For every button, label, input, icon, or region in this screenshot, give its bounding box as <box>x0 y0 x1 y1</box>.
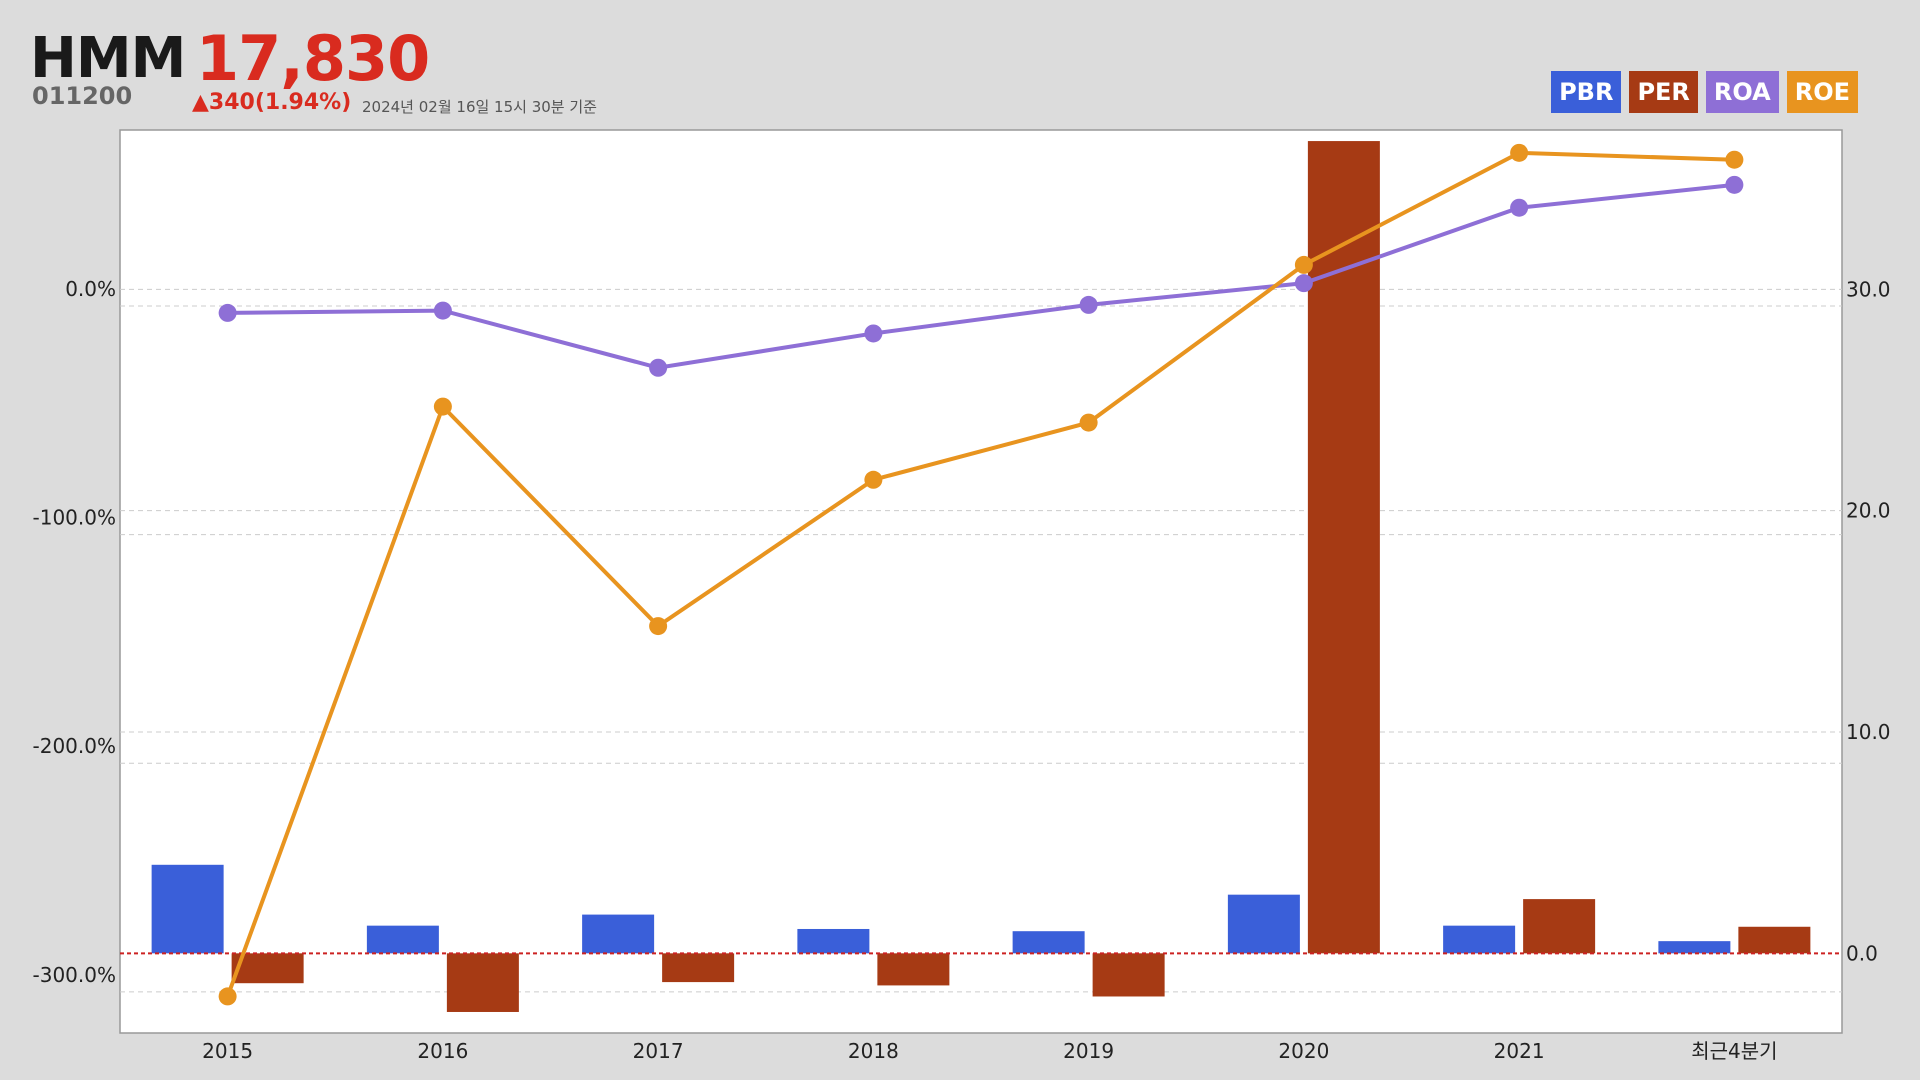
point-roa <box>1294 274 1313 293</box>
bar-per <box>1523 899 1596 954</box>
right-axis-tick: 10.0 <box>1846 720 1891 744</box>
bar-per <box>1738 926 1811 954</box>
point-roa <box>1510 198 1529 217</box>
x-axis-tick: 2020 <box>1278 1039 1329 1063</box>
point-roe <box>1079 413 1098 432</box>
company-name: HMM <box>30 26 186 91</box>
x-axis-tick: 2019 <box>1063 1039 1114 1063</box>
bar-pbr <box>1227 894 1300 954</box>
left-axis-tick: 0.0% <box>65 277 116 301</box>
stock-price: 17,830 <box>196 22 430 95</box>
legend-per[interactable]: PER <box>1629 71 1698 113</box>
legend-pbr[interactable]: PBR <box>1551 71 1622 113</box>
right-axis-tick: 30.0 <box>1846 277 1891 301</box>
point-roe <box>649 617 668 636</box>
legend: PBR PER ROA ROE <box>1551 71 1858 113</box>
bar-pbr <box>797 928 870 954</box>
bar-per <box>1092 953 1165 997</box>
point-roe <box>1294 255 1313 274</box>
point-roe <box>1725 150 1744 169</box>
legend-roe[interactable]: ROE <box>1786 71 1858 113</box>
x-axis-tick: 2017 <box>633 1039 684 1063</box>
x-axis-tick: 2015 <box>202 1039 253 1063</box>
bar-per <box>446 953 519 1012</box>
plot-area <box>119 129 1843 1034</box>
point-roa <box>433 301 452 320</box>
left-axis-tick: -200.0% <box>33 734 116 758</box>
stock-code: 011200 <box>32 82 133 110</box>
point-roa <box>864 324 883 343</box>
bar-pbr <box>1012 931 1085 954</box>
point-roa <box>1725 175 1744 194</box>
bar-pbr <box>151 864 224 954</box>
legend-roa[interactable]: ROA <box>1705 71 1779 113</box>
as-of-timestamp: 2024년 02월 16일 15시 30분 기준 <box>362 98 597 116</box>
left-axis-tick: -300.0% <box>33 963 116 987</box>
point-roe <box>433 397 452 416</box>
point-roa <box>218 303 237 322</box>
bar-per <box>877 953 950 986</box>
bar-pbr <box>582 914 655 954</box>
right-axis-tick: 20.0 <box>1846 499 1891 523</box>
x-axis-tick: 2016 <box>417 1039 468 1063</box>
x-axis-tick: 2021 <box>1494 1039 1545 1063</box>
line-roa <box>227 182 1735 370</box>
point-roe <box>1510 143 1529 162</box>
bar-pbr <box>366 925 439 954</box>
bar-per <box>1307 141 1380 954</box>
x-axis-tick: 2018 <box>848 1039 899 1063</box>
line-roe <box>225 150 1735 998</box>
bar-pbr <box>1658 941 1731 954</box>
point-roa <box>1079 295 1098 314</box>
point-roe <box>218 987 237 1006</box>
right-axis-tick: 0.0 <box>1846 941 1878 965</box>
point-roa <box>649 358 668 377</box>
x-axis-tick: 최근4분기 <box>1691 1039 1777 1063</box>
point-roe <box>864 470 883 489</box>
price-change: ▲340(1.94%) <box>192 90 352 115</box>
bar-pbr <box>1443 925 1516 954</box>
left-axis-tick: -100.0% <box>33 506 116 530</box>
bar-per <box>662 953 735 983</box>
